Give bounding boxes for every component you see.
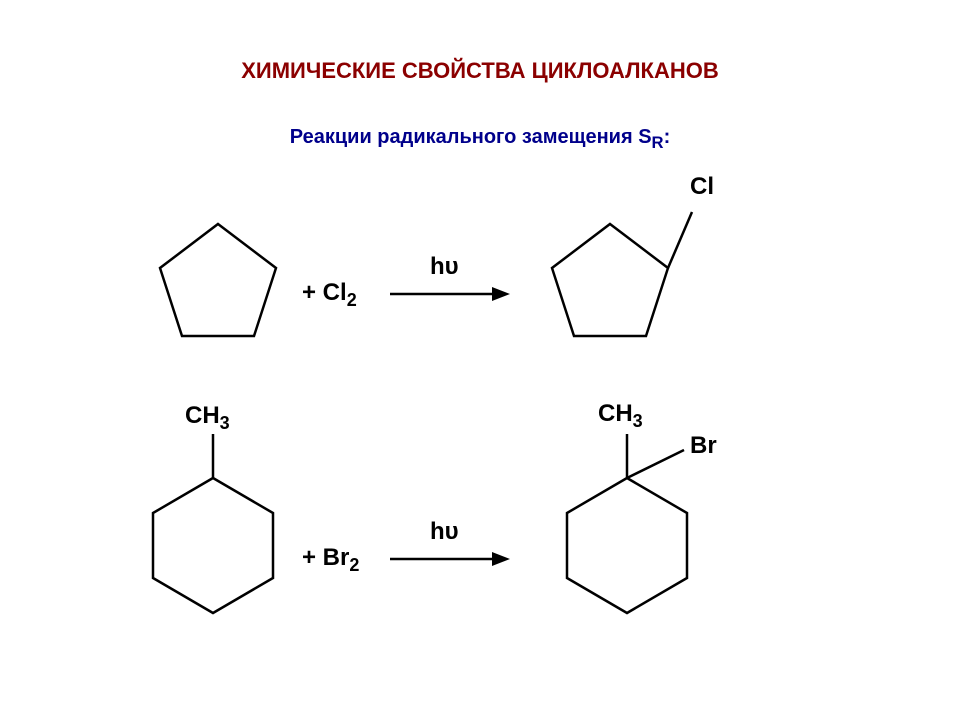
reagent-br2-sub: 2 — [349, 555, 359, 575]
main-title: ХИМИЧЕСКИЕ СВОЙСТВА ЦИКЛОАЛКАНОВ — [0, 58, 960, 84]
methylcyclohexane-icon — [138, 428, 288, 628]
reactant2-ch3-text: CH — [185, 402, 220, 429]
subtitle-suffix: : — [664, 126, 671, 148]
diagram-stage: ХИМИЧЕСКИЕ СВОЙСТВА ЦИКЛОАЛКАНОВ Реакции… — [0, 0, 960, 720]
arrow2-label-text: hυ — [430, 518, 459, 545]
reagent-cl2-sub: 2 — [347, 290, 357, 310]
reagent-cl2: + Cl2 — [302, 279, 357, 311]
product1-cl: Cl — [690, 173, 714, 201]
reaction-arrow-2 — [388, 549, 510, 569]
bromomethylcyclohexane-icon — [552, 428, 742, 628]
reagent-br2: + Br2 — [302, 544, 359, 576]
reagent-br2-text: + Br — [302, 544, 349, 571]
subtitle-sub: R — [652, 133, 664, 152]
arrow2-label: hυ — [430, 518, 459, 546]
arrow1-label-text: hυ — [430, 253, 459, 280]
cyclopentane-icon — [148, 216, 288, 346]
reaction-arrow-1 — [388, 284, 510, 304]
arrow1-label: hυ — [430, 253, 459, 281]
subtitle-prefix: Реакции радикального замещения S — [290, 126, 652, 148]
product2-ch3-text: CH — [598, 400, 633, 427]
product1-cl-text: Cl — [690, 173, 714, 200]
chlorocyclopentane-icon — [540, 170, 710, 350]
title-text: ХИМИЧЕСКИЕ СВОЙСТВА ЦИКЛОАЛКАНОВ — [241, 58, 719, 83]
subtitle: Реакции радикального замещения SR: — [0, 126, 960, 153]
reagent-cl2-text: + Cl — [302, 279, 347, 306]
